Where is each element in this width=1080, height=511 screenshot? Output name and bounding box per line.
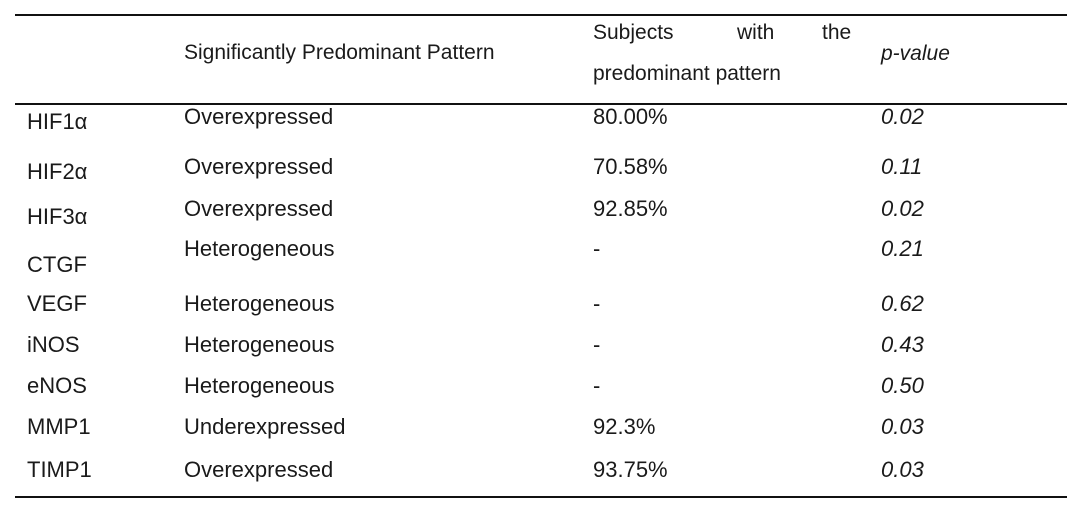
row-pvalue: 0.50	[881, 373, 924, 398]
row-pattern: Overexpressed	[184, 154, 334, 179]
row-subjects: -	[593, 332, 601, 357]
row-pvalue: 0.62	[881, 291, 924, 316]
row-marker: CTGF	[27, 252, 87, 277]
row-subjects: 80.00%	[593, 104, 668, 129]
row-marker: HIF2α	[27, 159, 88, 184]
row-subjects: -	[593, 291, 601, 316]
header-subjects-word-2: with	[737, 21, 775, 44]
row-marker: iNOS	[27, 332, 80, 357]
table-bottom-rule	[15, 496, 1067, 498]
table-top-rule	[15, 14, 1067, 16]
row-pattern: Heterogeneous	[184, 373, 335, 398]
row-pattern: Heterogeneous	[184, 332, 335, 357]
header-pattern: Significantly Predominant Pattern	[184, 41, 495, 64]
row-subjects: 93.75%	[593, 457, 668, 482]
row-subjects: 92.3%	[593, 414, 656, 439]
row-pattern: Heterogeneous	[184, 236, 335, 261]
header-pvalue: p-value	[881, 42, 950, 65]
row-marker: MMP1	[27, 414, 91, 439]
row-marker: TIMP1	[27, 457, 92, 482]
header-subjects-line2: predominant pattern	[593, 62, 781, 85]
row-marker: eNOS	[27, 373, 87, 398]
row-pattern: Overexpressed	[184, 104, 334, 129]
row-pattern: Underexpressed	[184, 414, 346, 439]
row-pattern: Overexpressed	[184, 457, 334, 482]
row-pvalue: 0.03	[881, 457, 924, 482]
row-pvalue: 0.43	[881, 332, 924, 357]
row-marker: HIF1α	[27, 109, 88, 134]
row-pattern: Overexpressed	[184, 196, 334, 221]
row-pvalue: 0.02	[881, 196, 924, 221]
row-marker: HIF3α	[27, 204, 88, 229]
row-pvalue: 0.02	[881, 104, 924, 129]
row-pvalue: 0.03	[881, 414, 924, 439]
row-subjects: -	[593, 373, 601, 398]
table-header-rule	[15, 103, 1067, 105]
row-pattern: Heterogeneous	[184, 291, 335, 316]
row-pvalue: 0.21	[881, 236, 924, 261]
row-marker: VEGF	[27, 291, 87, 316]
row-subjects: 92.85%	[593, 196, 668, 221]
header-subjects-word-1: Subjects	[593, 21, 674, 44]
row-subjects: -	[593, 236, 601, 261]
row-pvalue: 0.11	[881, 154, 923, 179]
header-subjects-word-3: the	[822, 21, 852, 44]
row-subjects: 70.58%	[593, 154, 668, 179]
